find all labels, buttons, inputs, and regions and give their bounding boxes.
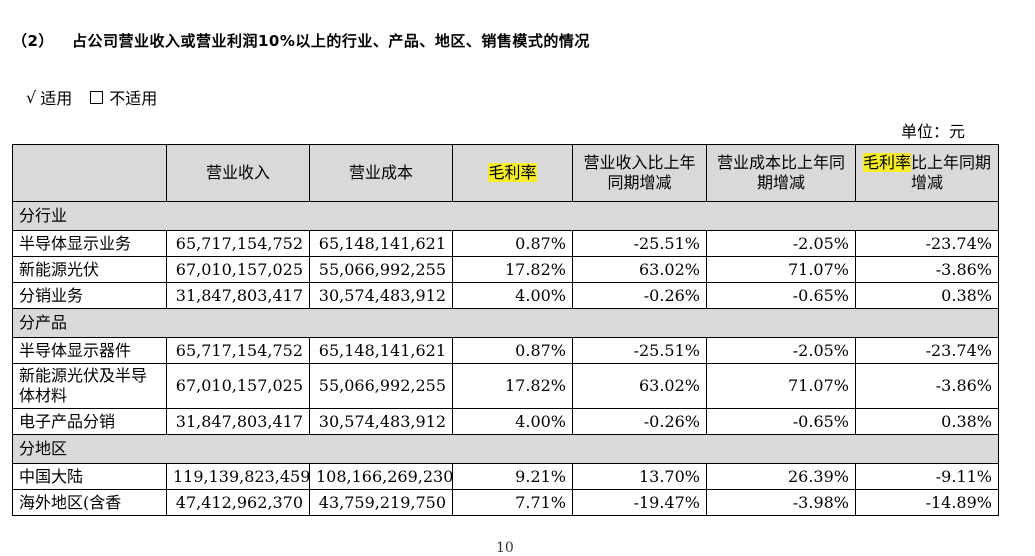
table-cell: 0.87% [452, 230, 573, 257]
table-cell: 30,574,483,912 [309, 282, 453, 309]
category-label: 分行业 [12, 201, 999, 231]
table-cell: 119,139,823,459 [166, 463, 310, 490]
table-row: 中国大陆 119,139,823,459 108,166,269,230 9.21% 1… [12, 463, 999, 490]
table-row: 新能源光伏及半导体材料 67,010,157,025 55,066,992,255 1… [12, 363, 999, 409]
unit-label: 单位：元 [900, 122, 965, 141]
table-cell: 0.38% [855, 408, 999, 435]
table-cell: 67,010,157,025 [166, 256, 310, 283]
table-row: 分销业务 31,847,803,417 30,574,483,912 4.00% -0.… [12, 282, 999, 309]
table-row: 新能源光伏 67,010,157,025 55,066,992,255 17.82% 6… [12, 256, 999, 283]
header-text: 营业成本 [348, 163, 413, 182]
table-cell: 26.39% [706, 463, 856, 490]
table-row: 半导体显示器件 65,717,154,752 65,148,141,621 0.87%… [12, 337, 999, 364]
header-text: 营业成本比上年同期增减 [716, 153, 845, 192]
table-row: 电子产品分销 31,847,803,417 30,574,483,912 4.00% -… [12, 408, 999, 435]
check-icon: √ [26, 87, 37, 107]
table-cell: -25.51% [572, 337, 707, 364]
table-cell: -0.65% [706, 282, 856, 309]
row-label: 新能源光伏及半导体材料 [12, 363, 167, 409]
unchecked-box-icon [90, 90, 104, 104]
row-label: 新能源光伏 [12, 256, 167, 283]
column-header: 营业成本比上年同期增减 [706, 144, 856, 202]
applicability-options: √ 适用 不适用 [26, 85, 157, 109]
row-label: 半导体显示业务 [12, 230, 167, 257]
table-cell: 4.00% [452, 408, 573, 435]
row-label: 中国大陆 [12, 463, 167, 490]
table-cell: -0.26% [572, 282, 707, 309]
header-text-rest: 比上年同期增减 [910, 153, 992, 192]
table-cell: 63.02% [572, 256, 707, 283]
table-cell: -19.47% [572, 489, 707, 516]
table-row: 半导体显示业务 65,717,154,752 65,148,141,621 0.87%… [12, 230, 999, 257]
table-cell: 31,847,803,417 [166, 282, 310, 309]
table-cell: -23.74% [855, 337, 999, 364]
table-header: 营业收入 营业成本 毛利率 营业收入比上年同期增减 营业成本比上年同期增减 毛利率比上年同… [12, 144, 999, 202]
category-row: 分产品 [12, 308, 999, 338]
table-row: 海外地区(含香 47,412,962,370 43,759,219,750 7.71%… [12, 489, 999, 516]
column-header [12, 144, 167, 202]
table-cell: 47,412,962,370 [166, 489, 310, 516]
table-cell: -2.05% [706, 230, 856, 257]
table-body: 分行业 半导体显示业务 65,717,154,752 65,148,141,621 0.… [12, 201, 999, 516]
table-cell: 17.82% [452, 256, 573, 283]
highlighted-header-text: 毛利率 [862, 153, 911, 172]
table-cell: 67,010,157,025 [166, 363, 310, 409]
table-cell: 65,148,141,621 [309, 337, 453, 364]
row-label: 海外地区(含香 [12, 489, 167, 516]
table-cell: 55,066,992,255 [309, 256, 453, 283]
table-cell: 71.07% [706, 363, 856, 409]
table-cell: -2.05% [706, 337, 856, 364]
highlighted-header-text: 毛利率 [488, 163, 537, 182]
table-cell: 55,066,992,255 [309, 363, 453, 409]
header-text: 营业收入 [205, 163, 270, 182]
table-cell: 7.71% [452, 489, 573, 516]
column-header: 毛利率 [452, 144, 573, 202]
page-number: 10 [496, 540, 514, 556]
table-cell: 13.70% [572, 463, 707, 490]
table-cell: 31,847,803,417 [166, 408, 310, 435]
table-cell: -3.98% [706, 489, 856, 516]
category-label: 分地区 [12, 434, 999, 464]
not-applicable-label: 不适用 [109, 89, 158, 108]
header-text: 营业收入比上年同期增减 [583, 153, 696, 192]
table-cell: 65,148,141,621 [309, 230, 453, 257]
table-cell: 65,717,154,752 [166, 337, 310, 364]
table-cell: -3.86% [855, 256, 999, 283]
table-cell: 4.00% [452, 282, 573, 309]
table-cell: 17.82% [452, 363, 573, 409]
section-title-text: 占公司营业收入或营业利润10%以上的行业、产品、地区、销售模式的情况 [71, 32, 590, 50]
table-cell: -25.51% [572, 230, 707, 257]
table-cell: 65,717,154,752 [166, 230, 310, 257]
table-cell: -9.11% [855, 463, 999, 490]
category-row: 分行业 [12, 201, 999, 231]
table-cell: 43,759,219,750 [309, 489, 453, 516]
section-heading: （2） 占公司营业收入或营业利润10%以上的行业、产品、地区、销售模式的情况 [12, 30, 590, 51]
category-row: 分地区 [12, 434, 999, 464]
table-cell: -3.86% [855, 363, 999, 409]
applicable-label: 适用 [40, 89, 73, 108]
table-cell: 71.07% [706, 256, 856, 283]
column-header: 营业成本 [309, 144, 453, 202]
table-cell: 0.38% [855, 282, 999, 309]
column-header: 毛利率比上年同期增减 [855, 144, 999, 202]
table-cell: -0.26% [572, 408, 707, 435]
section-number: （2） [12, 32, 54, 50]
row-label: 分销业务 [12, 282, 167, 309]
table-cell: 63.02% [572, 363, 707, 409]
column-header: 营业收入 [166, 144, 310, 202]
table-cell: -23.74% [855, 230, 999, 257]
table-cell: 0.87% [452, 337, 573, 364]
table-cell: 30,574,483,912 [309, 408, 453, 435]
row-label: 电子产品分销 [12, 408, 167, 435]
table-cell: -0.65% [706, 408, 856, 435]
table-cell: 108,166,269,230 [309, 463, 453, 490]
row-label: 半导体显示器件 [12, 337, 167, 364]
table-cell: -14.89% [855, 489, 999, 516]
table-cell: 9.21% [452, 463, 573, 490]
revenue-breakdown-table: 营业收入 营业成本 毛利率 营业收入比上年同期增减 营业成本比上年同期增减 毛利率比上年同… [12, 144, 999, 516]
category-label: 分产品 [12, 308, 999, 338]
column-header: 营业收入比上年同期增减 [572, 144, 707, 202]
